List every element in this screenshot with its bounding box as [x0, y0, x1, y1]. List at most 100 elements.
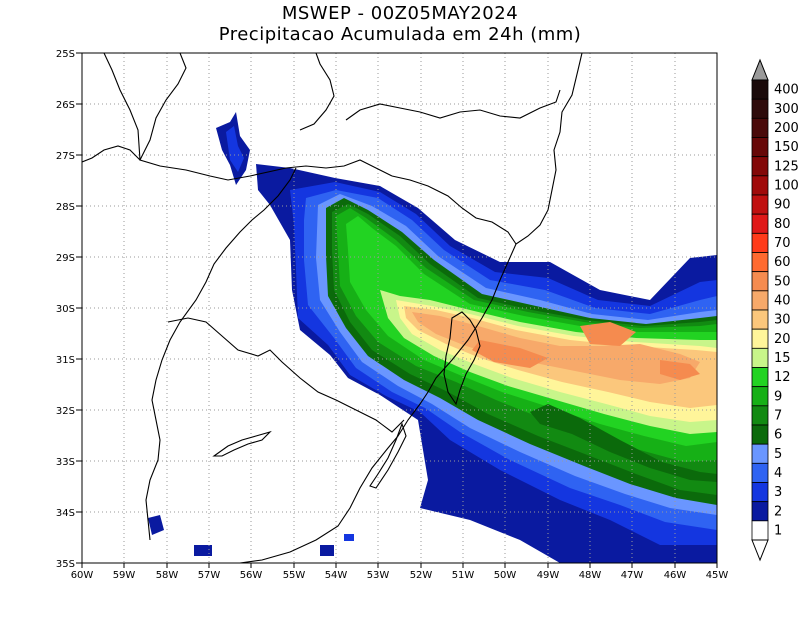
colorbar-label: 15 — [774, 351, 791, 366]
colorbar-swatch — [751, 252, 769, 273]
parana-river — [103, 53, 141, 161]
colorbar-swatch — [751, 98, 769, 119]
rain-spot-40mm-c — [660, 360, 700, 380]
colorbar-label: 70 — [774, 236, 791, 251]
rain-spot-40mm-b — [472, 340, 548, 368]
colorbar-label: 20 — [774, 332, 791, 347]
colorbar-swatch — [751, 290, 769, 311]
lon-label: 45W — [706, 570, 729, 581]
rain-spot-sw3 — [320, 545, 334, 556]
lat-label: 30S — [56, 304, 75, 315]
colorbar-swatch — [751, 328, 769, 349]
brazil-uruguay-border — [167, 317, 405, 433]
colorbar-swatch — [751, 194, 769, 215]
colorbar-label: 60 — [774, 255, 791, 270]
colorbar-label: 300 — [774, 102, 799, 117]
santa-catarina-border — [391, 175, 517, 245]
lat-label: 31S — [56, 355, 75, 366]
lon-label: 48W — [579, 570, 602, 581]
lat-label: 34S — [56, 508, 75, 519]
chart-title: MSWEP - 00Z05MAY2024 — [281, 3, 519, 24]
colorbar-label: 400 — [774, 83, 799, 98]
lon-label: 49W — [537, 570, 560, 581]
misiones-border — [299, 53, 335, 131]
axis-ticks — [76, 52, 718, 568]
colorbar-label: 1 — [774, 523, 782, 538]
colorbar-swatch — [751, 520, 769, 541]
colorbar-label: 12 — [774, 370, 791, 385]
rain-band-40mm — [412, 312, 700, 384]
colorbar-swatch — [751, 156, 769, 177]
political-boundaries — [82, 53, 583, 563]
lat-label: 27S — [56, 151, 75, 162]
parana-sc-border — [345, 89, 561, 121]
colorbar-swatch — [751, 405, 769, 426]
rain-spot-sw4 — [344, 534, 354, 541]
chart-subtitle: Precipitacao Acumulada em 24h (mm) — [218, 24, 582, 45]
colorbar-arrow-bottom — [751, 539, 769, 562]
colorbar-swatch — [751, 424, 769, 445]
colorbar-label: 6 — [774, 428, 782, 443]
lon-label: 54W — [325, 570, 348, 581]
lon-label: 52W — [410, 570, 433, 581]
colorbar-swatch — [751, 482, 769, 503]
colorbar-swatch — [751, 137, 769, 158]
lon-label: 46W — [664, 570, 687, 581]
colorbar-label: 80 — [774, 217, 791, 232]
colorbar-label: 9 — [774, 389, 782, 404]
longitude-labels: 60W 59W 58W 57W 56W 55W 54W 53W 52W 51W … — [71, 570, 729, 581]
colorbar-swatch — [751, 309, 769, 330]
colorbar-swatch — [751, 443, 769, 464]
colorbar-label: 40 — [774, 293, 791, 308]
colorbar-swatch — [751, 213, 769, 234]
lon-label: 60W — [71, 570, 94, 581]
colorbar-label: 5 — [774, 447, 782, 462]
lon-label: 55W — [283, 570, 306, 581]
colorbar-swatch — [751, 501, 769, 522]
lat-label: 28S — [56, 202, 75, 213]
rain-spot-north-blue — [226, 126, 244, 172]
colorbar-swatch — [751, 367, 769, 388]
colorbar-label: 3 — [774, 485, 782, 500]
colorbar-swatch — [751, 386, 769, 407]
rain-coastal-darkgreen — [530, 404, 717, 482]
lagoa-dos-patos — [443, 311, 481, 406]
lon-label: 58W — [156, 570, 179, 581]
colorbar-label: 7 — [774, 408, 782, 423]
lat-label: 35S — [56, 559, 75, 570]
colorbar-swatch — [751, 117, 769, 138]
rio-negro-reservoir — [212, 430, 272, 457]
grid-lines — [82, 53, 717, 563]
lon-label: 56W — [240, 570, 263, 581]
lon-label: 47W — [621, 570, 644, 581]
rain-spot-sw1 — [148, 515, 164, 535]
colorbar-label: 125 — [774, 159, 799, 174]
lat-label: 32S — [56, 406, 75, 417]
colorbar-label: 100 — [774, 178, 799, 193]
lon-label: 51W — [452, 570, 475, 581]
colorbar: 4003002001501251009080706050403020151297… — [751, 58, 799, 562]
uruguay-river-border — [145, 167, 297, 541]
lon-label: 53W — [367, 570, 390, 581]
precipitation-field — [148, 112, 717, 563]
latitude-labels: 25S 26S 27S 28S 29S 30S 31S 32S 33S 34S … — [56, 49, 75, 570]
lon-label: 59W — [113, 570, 136, 581]
paraguay-border — [82, 145, 141, 163]
colorbar-swatch — [751, 175, 769, 196]
colorbar-label: 30 — [774, 313, 791, 328]
colorbar-swatch — [751, 462, 769, 483]
colorbar-swatch — [751, 271, 769, 292]
lon-label: 50W — [494, 570, 517, 581]
rain-spot-40mm-a — [580, 322, 636, 346]
argentina-brazil-border — [139, 53, 393, 181]
lat-label: 25S — [56, 49, 75, 60]
lon-label: 57W — [198, 570, 221, 581]
colorbar-arrow-top — [751, 58, 769, 81]
lagoa-mirim — [369, 422, 407, 489]
colorbar-swatch — [751, 232, 769, 253]
colorbar-swatch — [751, 347, 769, 368]
lat-label: 29S — [56, 253, 75, 264]
rain-spot-sw2 — [194, 545, 212, 556]
colorbar-label: 90 — [774, 198, 791, 213]
